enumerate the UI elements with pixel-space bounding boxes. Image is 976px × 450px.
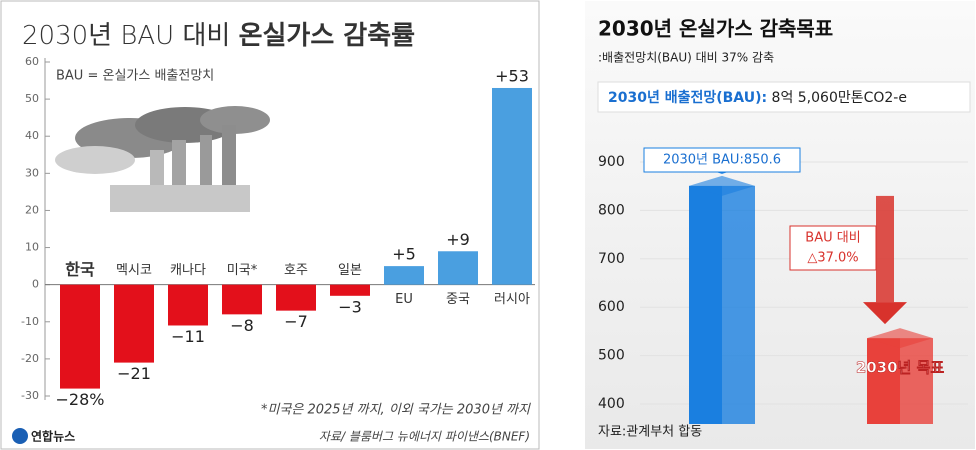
y-tick-label: 40 bbox=[25, 129, 39, 142]
y-tick-label: 50 bbox=[25, 92, 39, 105]
value-label: −28% bbox=[56, 390, 105, 409]
x-tick-label: EU bbox=[395, 292, 413, 307]
title-part: 2030년 BAU 대비 bbox=[22, 21, 230, 51]
logo-icon bbox=[12, 428, 28, 444]
bar bbox=[492, 88, 532, 285]
chart-title: 2030년 온실가스 감축목표 bbox=[598, 17, 833, 41]
bar bbox=[168, 285, 208, 326]
y-tick-label: 800 bbox=[598, 202, 625, 218]
y-tick-label: 900 bbox=[598, 154, 625, 170]
y-tick-label: 600 bbox=[598, 299, 625, 315]
banner-text: 2030년 배출전망(BAU): 8억 5,060만톤CO2-e bbox=[608, 89, 907, 106]
x-tick-label: 한국 bbox=[65, 260, 95, 279]
bar bbox=[276, 285, 316, 311]
value-label: −3 bbox=[338, 297, 362, 316]
logo: 연합뉴스 bbox=[31, 429, 75, 444]
value-label: −7 bbox=[284, 312, 308, 331]
arrow-shaft bbox=[876, 196, 894, 302]
value-label: 2030년 BAU:850.6 bbox=[663, 153, 781, 168]
bar bbox=[330, 285, 370, 296]
bar bbox=[867, 338, 900, 424]
y-tick-label: -20 bbox=[21, 352, 39, 365]
x-tick-label: 호주 bbox=[284, 263, 308, 278]
title-part: 온실가스 감축률 bbox=[239, 21, 416, 51]
y-tick-label: 700 bbox=[598, 251, 625, 267]
value-label: +53 bbox=[495, 66, 529, 85]
note: *미국은 2025년 까지, 이외 국가는 2030년 까지 bbox=[261, 403, 531, 418]
source: 자료/ 블룸버그 뉴에너지 파이낸스(BNEF) bbox=[319, 430, 530, 444]
bar bbox=[689, 186, 722, 424]
x-tick-label: 미국* bbox=[227, 263, 258, 278]
source: 자료:관계부처 합동 bbox=[598, 425, 702, 440]
bar bbox=[222, 285, 262, 315]
bar bbox=[60, 285, 100, 389]
bar-side bbox=[722, 186, 755, 424]
subtitle: :배출전망치(BAU) 대비 37% 감축 bbox=[598, 51, 774, 65]
y-tick-label: 20 bbox=[25, 203, 39, 216]
value-label: +5 bbox=[392, 245, 416, 264]
annotation: BAU = 온실가스 배출전망치 bbox=[56, 69, 214, 84]
banner-value: 8억 5,060만톤CO2-e bbox=[772, 90, 907, 106]
y-tick-label: -30 bbox=[21, 389, 39, 402]
bar bbox=[438, 251, 478, 284]
value-label: +9 bbox=[446, 230, 470, 249]
y-tick-label: 30 bbox=[25, 166, 39, 179]
bar-side bbox=[900, 338, 933, 424]
y-tick-label: -10 bbox=[21, 315, 39, 328]
x-tick-label: 중국 bbox=[446, 292, 470, 307]
x-tick-label: 일본 bbox=[338, 263, 362, 278]
bar bbox=[114, 285, 154, 363]
value-label: −8 bbox=[230, 316, 254, 335]
banner-label: 2030년 배출전망(BAU): bbox=[608, 89, 767, 106]
annotation: BAU 대비 bbox=[805, 231, 860, 246]
y-tick-label: 0 bbox=[32, 278, 39, 291]
value-label: −11 bbox=[171, 327, 205, 346]
chart-title: 2030년 BAU 대비 온실가스 감축률 bbox=[22, 21, 415, 51]
x-tick-label: 멕시코 bbox=[116, 263, 152, 278]
page: 2030년 BAU 대비 온실가스 감축률 BAU = 온실가스 배출전망치 *… bbox=[0, 0, 976, 450]
y-tick-label: 400 bbox=[598, 396, 625, 412]
y-tick-label: 500 bbox=[598, 348, 625, 364]
x-tick-label: 2030년 목표 bbox=[856, 359, 945, 377]
bar bbox=[384, 266, 424, 285]
y-tick-label: 60 bbox=[25, 55, 39, 68]
x-tick-label: 러시아 bbox=[494, 292, 530, 307]
y-tick-label: 10 bbox=[25, 241, 39, 254]
annotation: △37.0% bbox=[807, 251, 858, 266]
value-label: −21 bbox=[117, 364, 151, 383]
x-tick-label: 캐나다 bbox=[170, 263, 206, 278]
